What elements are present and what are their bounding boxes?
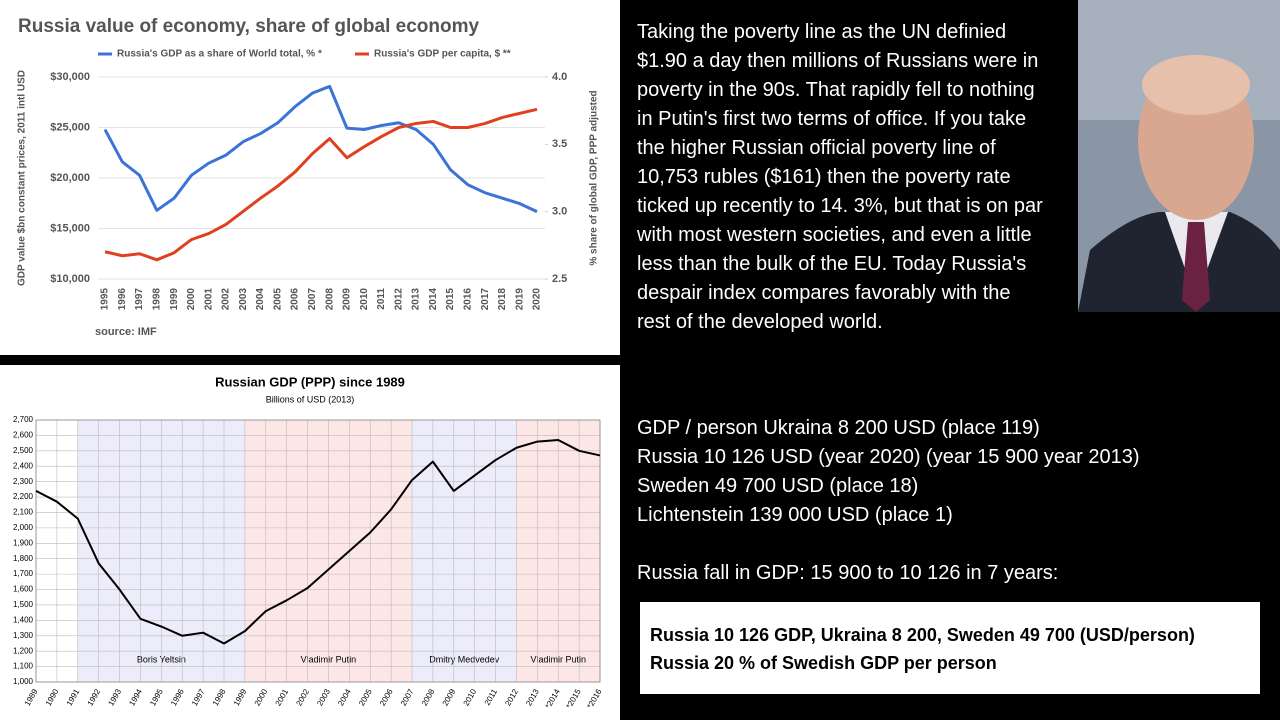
- period-label: Dmitry Medvedev: [429, 654, 500, 664]
- gdp-line: Russia 10 126 USD (year 2020) (year 15 9…: [637, 446, 1140, 468]
- x-tick-label: 2012: [393, 288, 404, 311]
- x-tick-label: 2005: [272, 288, 283, 311]
- x-tick-label: 2009: [342, 288, 353, 311]
- y-tick-label: 1,900: [13, 538, 34, 547]
- y-tick-label: 2,100: [13, 508, 34, 517]
- data-line: [35, 439, 601, 645]
- x-tick-label: 2011: [376, 288, 387, 310]
- y-tick-label: 1,600: [13, 585, 34, 594]
- y-tick-label: $30,000: [50, 71, 90, 83]
- legend-label: Russia's GDP as a share of World total, …: [117, 49, 322, 60]
- gdp-line: Sweden 49 700 USD (place 18): [637, 475, 919, 497]
- plot-frame: [35, 419, 601, 683]
- x-tick-label: 2013: [411, 288, 422, 311]
- y2-tick-label: 4.0: [552, 71, 567, 83]
- gdp-list: GDP / person Ukraina 8 200 USD (place 11…: [637, 414, 1257, 530]
- y-tick-label: 2,300: [13, 477, 34, 486]
- y-tick-label: $10,000: [50, 273, 90, 285]
- y-tick-label: $15,000: [50, 222, 90, 234]
- chart-subtitle: Billions of USD (2013): [266, 394, 355, 404]
- source: source: IMF: [95, 326, 157, 338]
- y-axis-label: GDP value $bn constant prices, 2011 intl…: [17, 70, 28, 286]
- y-tick-label: 1,500: [13, 600, 34, 609]
- summary-line: Russia 10 126 GDP, Ukraina 8 200, Sweden…: [650, 625, 1195, 645]
- x-tick-label: 1997: [134, 288, 145, 311]
- legend-label: Russia's GDP per capita, $ **: [374, 49, 511, 60]
- y-tick-label: 2,400: [13, 461, 34, 470]
- x-tick-label: 1999: [169, 288, 180, 311]
- y-tick-label: 1,300: [13, 631, 34, 640]
- x-tick-label: 2020: [532, 288, 543, 311]
- summary-box: Russia 10 126 GDP, Ukraina 8 200, Sweden…: [640, 602, 1260, 694]
- x-tick-label: 2010: [359, 288, 370, 311]
- y2-axis-label: % share of global GDP, PPP adjusted: [589, 90, 600, 265]
- y-tick-label: 1,000: [13, 677, 34, 686]
- period-band: [412, 420, 517, 682]
- x-tick-label: 2003: [238, 288, 249, 311]
- y2-tick-label: 3.0: [552, 206, 567, 218]
- chart-title: Russia value of economy, share of global…: [18, 16, 479, 37]
- y-tick-label: 2,200: [13, 492, 34, 501]
- photo-suit: [1078, 212, 1280, 312]
- y2-tick-label: 3.5: [552, 138, 567, 150]
- x-tick-label: 2015: [445, 288, 456, 311]
- x-tick-label: 2004: [255, 288, 266, 311]
- x-tick-label: 1995: [100, 288, 111, 311]
- x-tick-label: 2001: [203, 288, 214, 311]
- photo-tie: [1182, 222, 1210, 312]
- paragraph: Taking the poverty line as the UN defini…: [637, 21, 1043, 333]
- y-tick-label: 2,500: [13, 446, 34, 455]
- x-tick-label: 2017: [480, 288, 491, 311]
- x-tick-label: 2000: [186, 288, 197, 311]
- photo-forehead: [1142, 55, 1250, 115]
- y-tick-label: 1,800: [13, 554, 34, 563]
- x-tick-label: 1998: [151, 288, 162, 311]
- x-tick-label: 2016: [463, 288, 474, 311]
- photo: [1078, 0, 1280, 312]
- y2-tick-label: 2.5: [552, 273, 567, 285]
- y-tick-label: 1,400: [13, 615, 34, 624]
- y-tick-label: 2,600: [13, 431, 34, 440]
- x-tick-label: 2007: [307, 288, 318, 311]
- x-tick-label: 1996: [117, 288, 128, 311]
- y-tick-label: $20,000: [50, 172, 90, 184]
- gdp-line: GDP / person Ukraina 8 200 USD (place 11…: [637, 417, 1040, 439]
- x-tick-label: 2006: [290, 288, 301, 311]
- y-tick-label: 2,000: [13, 523, 34, 532]
- y-tick-label: $25,000: [50, 121, 90, 133]
- chart-title: Russian GDP (PPP) since 1989: [215, 374, 405, 389]
- y-tick-label: 1,700: [13, 569, 34, 578]
- summary-line: Russia 20 % of Swedish GDP per person: [650, 653, 997, 673]
- data-line: [103, 84, 538, 214]
- fall-text: Russia fall in GDP: 15 900 to 10 126 in …: [637, 562, 1059, 584]
- x-tick-label: 2018: [497, 288, 508, 311]
- gdp-line: Lichtenstein 139 000 USD (place 1): [637, 504, 953, 526]
- y-tick-label: 1,200: [13, 646, 34, 655]
- data-line: [104, 107, 538, 262]
- x-tick-label: 2002: [221, 288, 232, 311]
- y-tick-label: 2,700: [13, 415, 34, 424]
- x-tick-label: 2014: [428, 288, 439, 311]
- y-tick-label: 1,100: [13, 662, 34, 671]
- x-tick-label: 2008: [324, 288, 335, 311]
- x-tick-label: 2019: [514, 288, 525, 311]
